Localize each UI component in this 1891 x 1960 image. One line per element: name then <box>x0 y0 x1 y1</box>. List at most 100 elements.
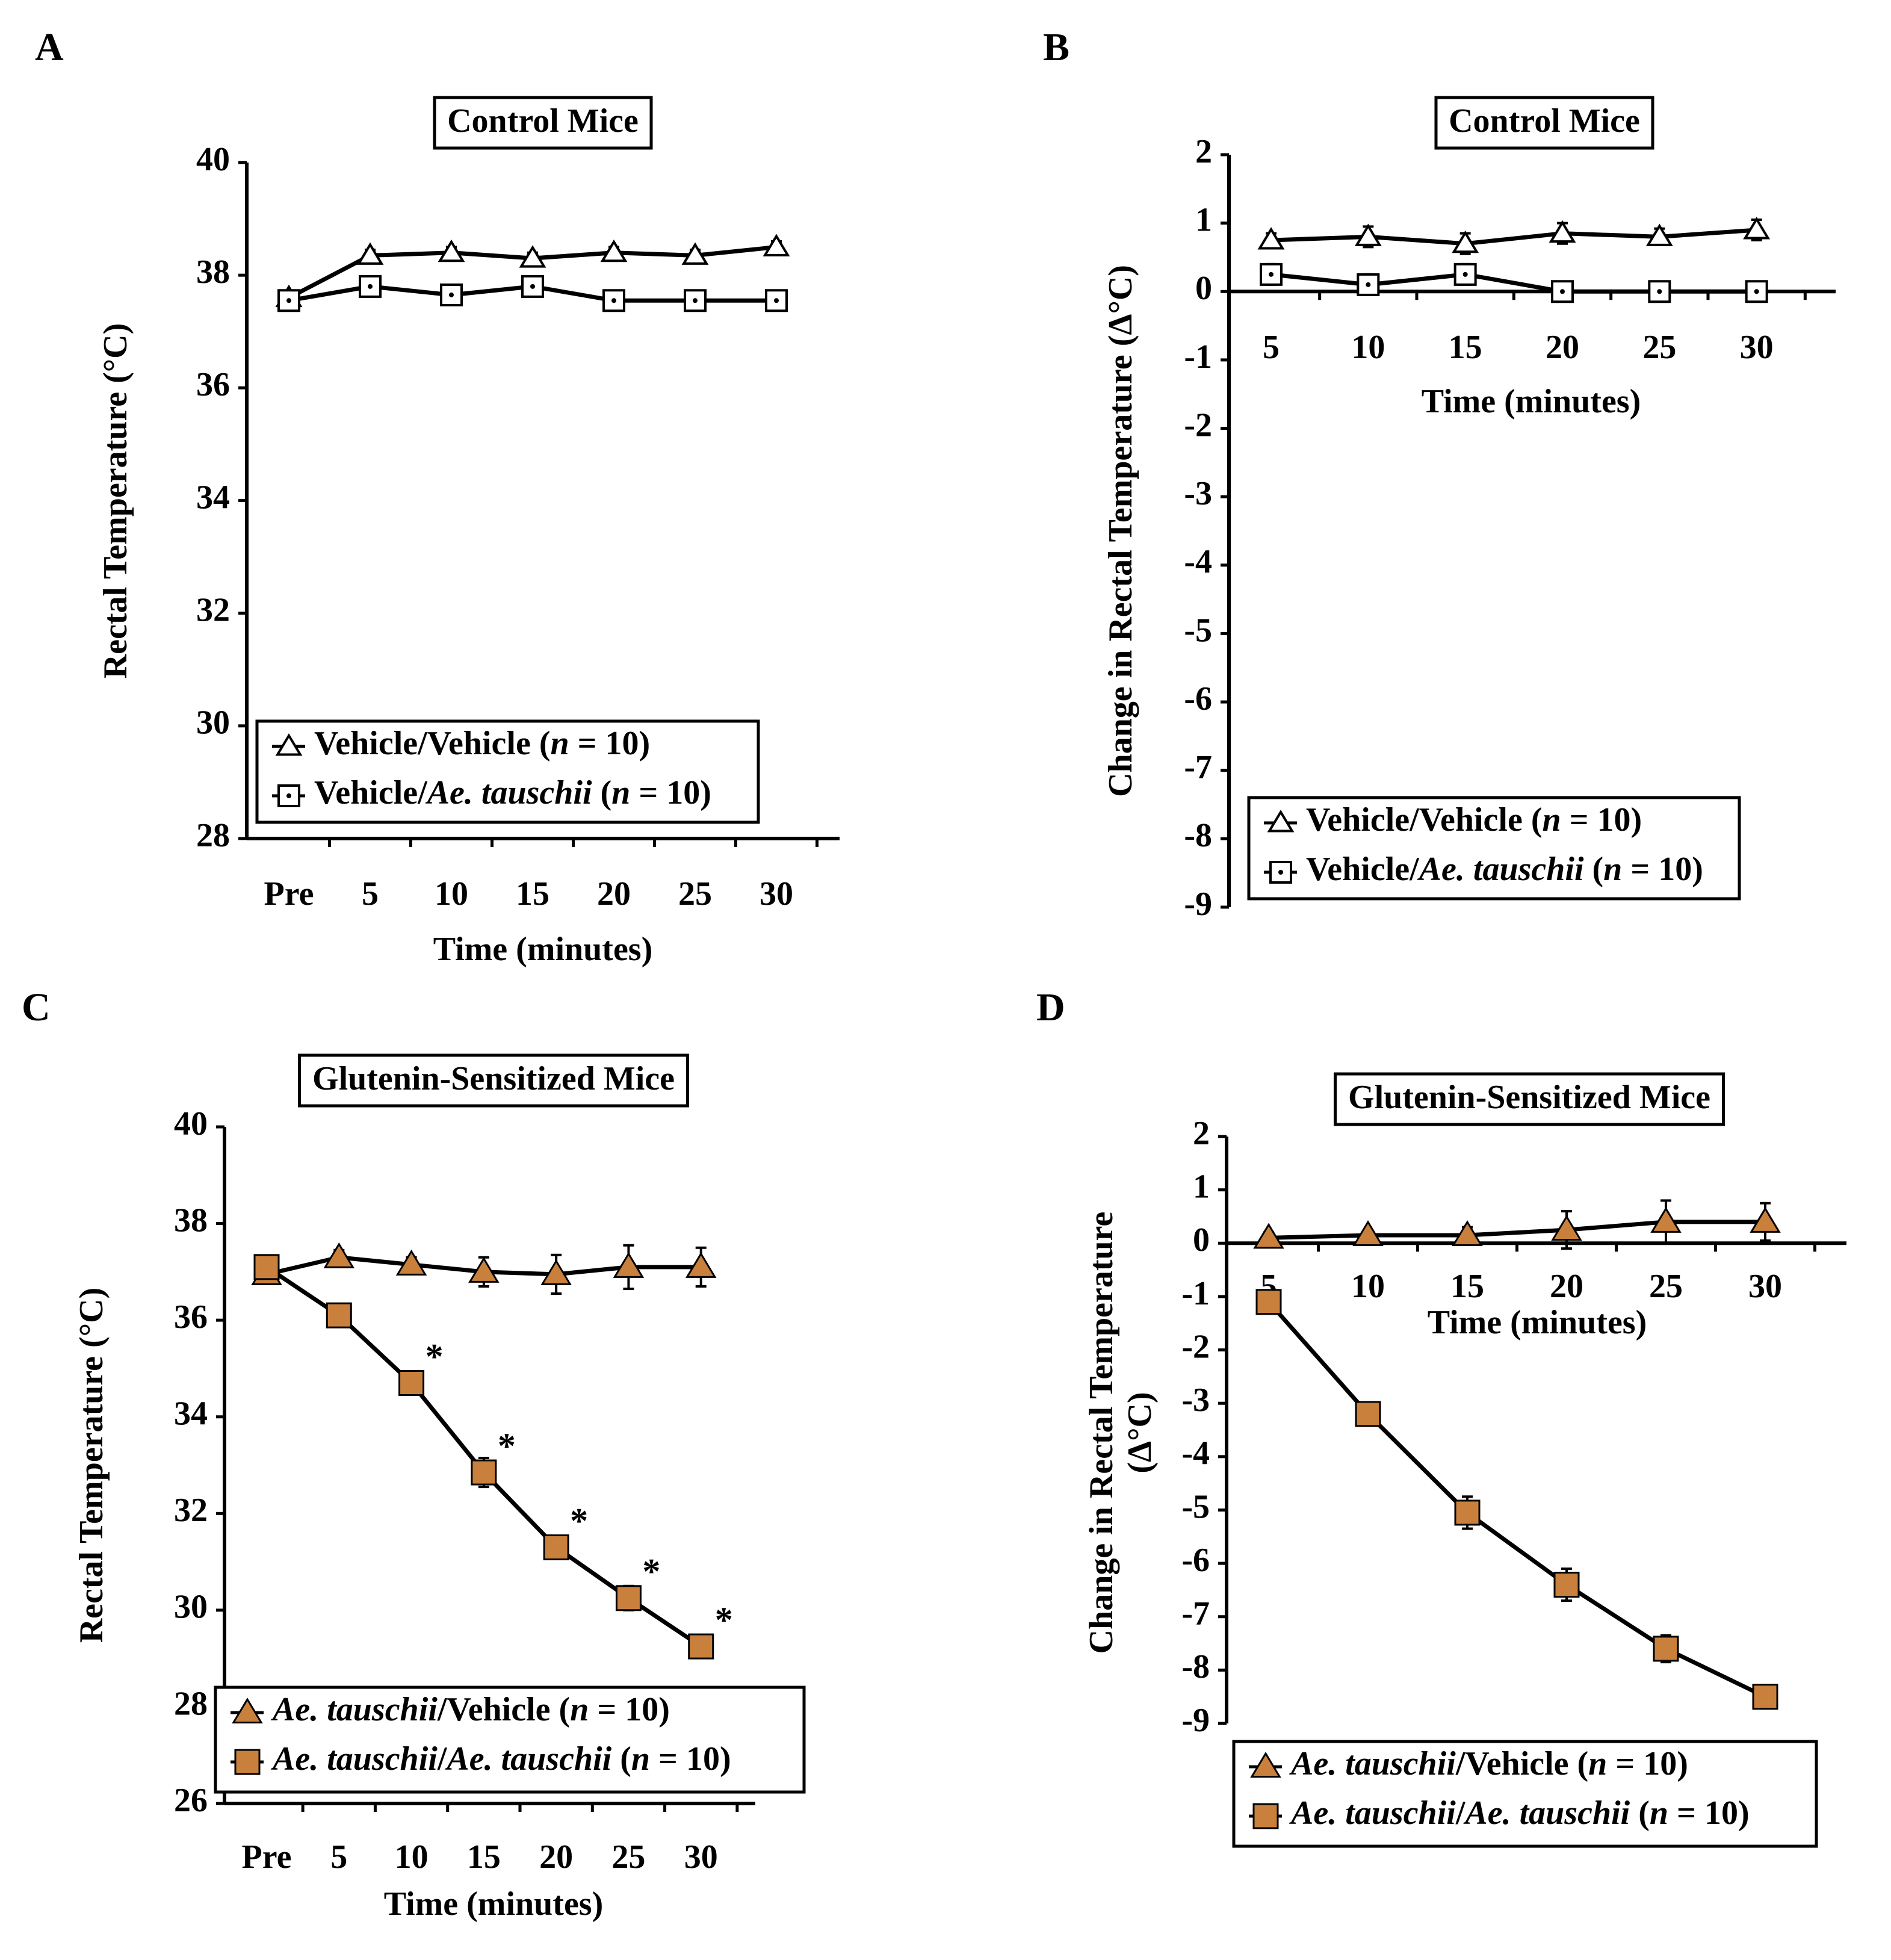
data-point-dot <box>368 284 373 289</box>
data-point <box>763 234 790 256</box>
data-point <box>395 1249 427 1276</box>
y-tick-label: -7 <box>1181 1595 1210 1633</box>
y-tick-label: 0 <box>1195 270 1212 307</box>
legend: Vehicle/Vehicle (n = 10) Vehicle/Ae. taus… <box>255 719 760 824</box>
legend: Vehicle/Vehicle (n = 10) Vehicle/Ae. taus… <box>1247 796 1741 901</box>
data-point <box>323 1242 355 1268</box>
data-point <box>1253 1223 1284 1249</box>
x-tick-label: 10 <box>1351 329 1385 366</box>
y-tick-label: -6 <box>1184 680 1212 718</box>
x-tick-label: 15 <box>1450 1268 1484 1305</box>
legend-triangle-icon <box>1267 810 1295 833</box>
title-text: Control Mice <box>447 102 639 140</box>
series-square <box>1260 262 1768 303</box>
legend-entry: Ae. tauschii/Ae. tauschii (n = 10) <box>1289 1794 1750 1832</box>
legend-square-icon-dot <box>1278 870 1283 875</box>
panel-letter: A <box>35 25 64 69</box>
y-tick-label: 36 <box>174 1298 208 1336</box>
data-point <box>519 245 546 268</box>
data-point <box>1452 230 1479 253</box>
x-tick-label: 5 <box>362 875 379 913</box>
data-point <box>1650 1206 1682 1233</box>
y-tick-label: -7 <box>1184 749 1212 786</box>
panel-title: Control Mice <box>1434 96 1654 150</box>
data-point <box>398 1370 425 1397</box>
x-tick-label: 20 <box>539 1838 573 1876</box>
y-tick-label: -1 <box>1181 1275 1210 1312</box>
data-point-dot <box>1560 289 1565 294</box>
data-point-dot <box>1462 271 1468 277</box>
legend-entry: Ae. tauschii/Ae. tauschii (n = 10) <box>271 1740 731 1778</box>
y-tick-label: 32 <box>196 592 230 629</box>
data-point <box>600 239 628 262</box>
data-point-dot <box>1754 289 1759 294</box>
series-square <box>277 274 788 312</box>
y-tick-label: -9 <box>1181 1702 1210 1739</box>
panel-a: A Control Mice 28 30 32 34 36 38 40 Pre 5 10 15 20 25 3… <box>35 25 840 968</box>
significance-star: * <box>642 1552 660 1592</box>
significance-star: * <box>570 1501 588 1540</box>
series-triangle <box>1253 1199 1781 1250</box>
x-tick-label: 10 <box>395 1838 429 1876</box>
legend: Ae. tauschii/Vehicle (n = 10) Ae. tauschi… <box>1232 1740 1818 1848</box>
y-tick-label: 30 <box>196 704 230 742</box>
legend-box <box>255 719 760 824</box>
y-tick-label: -4 <box>1181 1435 1210 1472</box>
data-point <box>1355 1401 1381 1427</box>
x-tick-label: 20 <box>597 875 631 913</box>
title-box <box>433 96 653 150</box>
x-axis-label: Time (minutes) <box>433 931 653 968</box>
data-point <box>468 1256 500 1283</box>
x-axis-label: Time (minutes) <box>1428 1304 1647 1341</box>
data-point <box>681 242 709 265</box>
legend-entry: Ae. tauschii/Vehicle (n = 10) <box>1289 1745 1688 1782</box>
legend-triangle-icon <box>275 733 303 756</box>
series-line <box>1267 1300 1766 1699</box>
y-tick-label: 32 <box>174 1492 208 1529</box>
title-box <box>1334 1072 1725 1126</box>
y-axis-label: Rectal Temperature (°C) <box>97 323 134 679</box>
legend-entry: Vehicle/Vehicle (n = 10) <box>314 725 650 762</box>
y-tick-label: -5 <box>1184 612 1212 649</box>
x-tick-label: 15 <box>1449 329 1482 366</box>
y-tick-label: -2 <box>1184 406 1212 444</box>
panel-title: Glutenin-Sensitized Mice <box>1334 1072 1725 1126</box>
data-point-dot <box>611 298 616 303</box>
data-point <box>326 1302 352 1329</box>
y-tick-label: 2 <box>1195 133 1212 170</box>
panel-title: Glutenin-Sensitized Mice <box>298 1053 689 1108</box>
data-point <box>1352 1220 1384 1246</box>
x-tick-label: 30 <box>1740 329 1774 366</box>
x-tick-label: 30 <box>760 875 793 913</box>
legend-square-icon-dot <box>286 793 291 798</box>
y-tick-label: 1 <box>1195 201 1212 238</box>
series-square <box>1255 1289 1778 1710</box>
y-tick-label: 0 <box>1193 1221 1210 1259</box>
x-tick-label: 30 <box>1748 1268 1782 1305</box>
significance-star: * <box>426 1336 444 1376</box>
panel-letter: B <box>1043 25 1069 69</box>
legend-entry: Vehicle/Ae. tauschii (n = 10) <box>314 774 711 811</box>
data-point-dot <box>286 298 291 303</box>
data-point <box>685 1251 717 1278</box>
y-tick-label: 38 <box>196 253 230 291</box>
x-tick-label: 10 <box>435 875 468 913</box>
y-tick-label: 38 <box>174 1202 208 1239</box>
y-tick-label: -3 <box>1181 1382 1210 1419</box>
data-point-dot <box>449 292 454 297</box>
legend-box <box>1247 796 1741 901</box>
series-line <box>1270 228 1757 246</box>
y-tick-label: -4 <box>1184 544 1212 581</box>
y-axis-label: Rectal Temperature (°C) <box>73 1288 110 1643</box>
x-axis-label: Time (minutes) <box>1422 383 1641 420</box>
data-point <box>688 1633 714 1660</box>
y-tick-label: -3 <box>1184 475 1212 512</box>
data-point <box>438 239 465 262</box>
y-tick-label: 36 <box>196 366 230 403</box>
data-point-dot <box>693 298 698 303</box>
panel-letter: C <box>22 985 51 1029</box>
y-axis-label: Change in Rectal Temperature(Δ°C) <box>1083 1212 1159 1654</box>
x-axis-label: Time (minutes) <box>384 1885 604 1923</box>
y-tick-label: 34 <box>196 479 230 516</box>
